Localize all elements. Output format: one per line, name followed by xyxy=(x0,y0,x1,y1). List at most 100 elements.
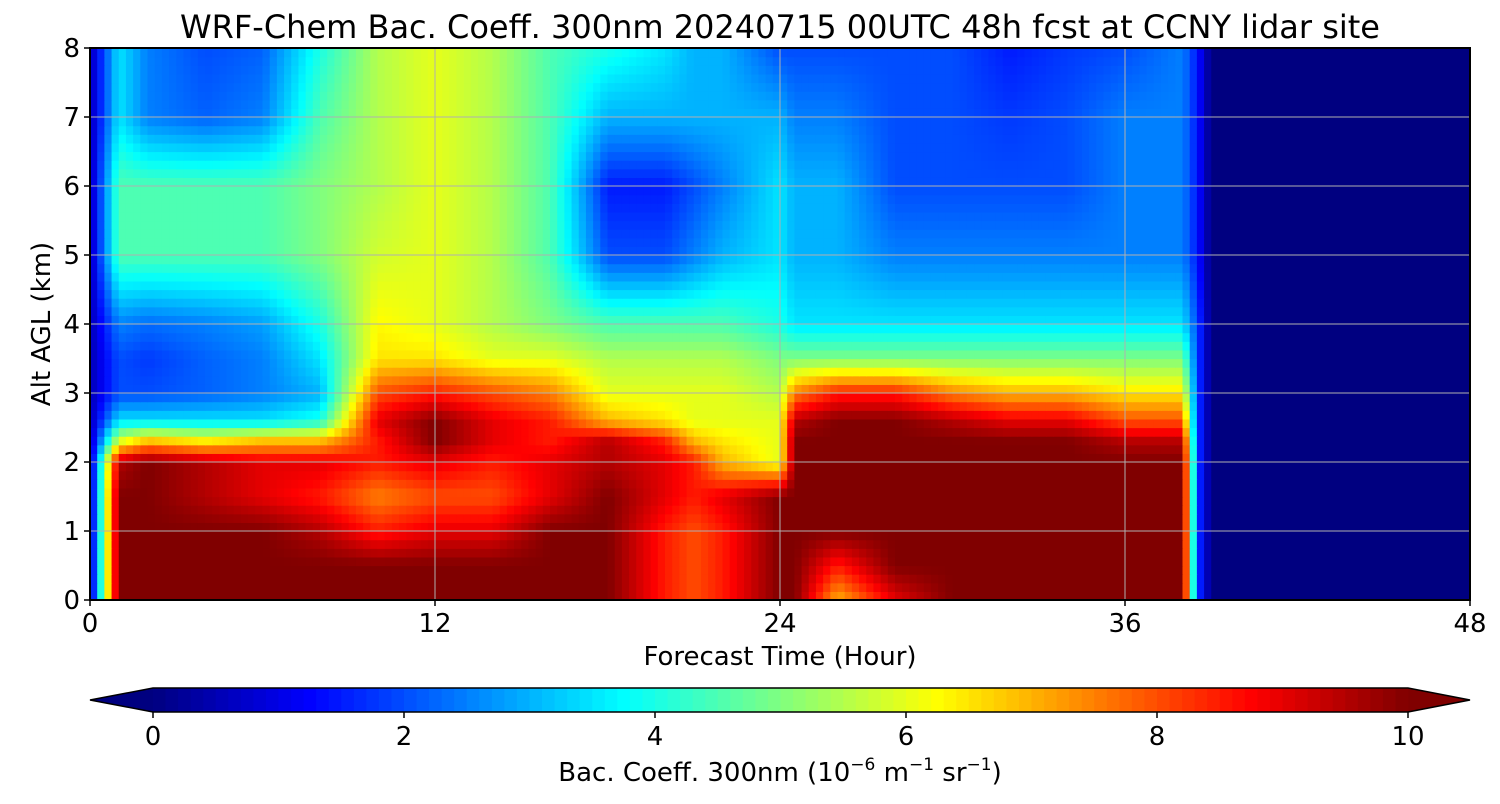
heatmap-cell xyxy=(643,531,652,541)
heatmap-cell xyxy=(995,470,1004,480)
heatmap-cell xyxy=(212,401,220,411)
heatmap-cell xyxy=(593,513,601,523)
heatmap-cell xyxy=(959,513,968,523)
heatmap-cell xyxy=(499,462,508,472)
heatmap-cell xyxy=(844,410,853,420)
heatmap-cell xyxy=(995,539,1004,549)
heatmap-cell xyxy=(815,427,824,437)
heatmap-cell xyxy=(370,582,379,592)
heatmap-cell xyxy=(1110,487,1119,498)
heatmap-cell xyxy=(672,513,680,523)
heatmap-cell xyxy=(1333,539,1342,549)
heatmap-cell xyxy=(930,565,939,575)
heatmap-cell xyxy=(1160,401,1169,411)
heatmap-cell xyxy=(463,444,472,454)
heatmap-cell xyxy=(420,505,429,515)
heatmap-cell xyxy=(1024,401,1033,411)
heatmap-cell xyxy=(1081,462,1090,472)
heatmap-cell xyxy=(463,436,472,446)
heatmap-cell xyxy=(902,444,910,454)
heatmap-cell xyxy=(478,427,486,437)
heatmap-cell xyxy=(1268,470,1277,480)
heatmap-cell xyxy=(1189,444,1198,454)
heatmap-cell xyxy=(1117,539,1126,549)
heatmap-cell xyxy=(1038,496,1047,506)
heatmap-cell xyxy=(391,548,400,558)
heatmap-cell xyxy=(722,505,731,515)
heatmap-cell xyxy=(1060,582,1069,592)
heatmap-cell xyxy=(571,522,580,532)
heatmap-cell xyxy=(205,487,213,498)
heatmap-cell xyxy=(1319,453,1327,463)
heatmap-cell xyxy=(1304,531,1313,541)
heatmap-cell xyxy=(1074,522,1083,532)
heatmap-cell xyxy=(772,565,781,575)
heatmap-cell xyxy=(1096,418,1105,429)
heatmap-cell xyxy=(880,522,889,532)
heatmap-cell xyxy=(169,565,177,575)
heatmap-cell xyxy=(593,487,601,498)
heatmap-cell xyxy=(370,470,379,480)
heatmap-cell xyxy=(377,462,386,472)
heatmap-cell xyxy=(1283,548,1291,558)
heatmap-cell xyxy=(895,522,903,532)
heatmap-cell xyxy=(1434,513,1442,523)
heatmap-cell xyxy=(233,531,242,541)
heatmap-cell xyxy=(1390,470,1399,480)
heatmap-cell xyxy=(1204,470,1212,480)
heatmap-cell xyxy=(758,462,767,472)
heatmap-cell xyxy=(176,496,185,506)
heatmap-cell xyxy=(262,453,271,463)
heatmap-cell xyxy=(974,453,982,463)
heatmap-cell xyxy=(1038,470,1047,480)
heatmap-cell xyxy=(1081,444,1090,454)
heatmap-cell xyxy=(1240,487,1248,498)
heatmap-cell xyxy=(133,393,141,403)
heatmap-cell xyxy=(320,444,328,454)
heatmap-cell xyxy=(1225,470,1234,480)
heatmap-cell xyxy=(1412,444,1421,454)
heatmap-cell xyxy=(176,375,185,385)
heatmap-cell xyxy=(427,436,436,446)
heatmap-cell xyxy=(528,410,537,420)
heatmap-cell xyxy=(255,522,264,532)
heatmap-cell xyxy=(966,418,975,429)
heatmap-cell xyxy=(700,591,709,600)
heatmap-cell xyxy=(672,418,680,429)
heatmap-cell xyxy=(104,401,113,411)
heatmap-cell xyxy=(363,436,371,446)
heatmap-cell xyxy=(1182,505,1191,515)
heatmap-cell xyxy=(1347,487,1356,498)
heatmap-cell xyxy=(492,539,501,549)
heatmap-cell xyxy=(679,591,688,600)
heatmap-cell xyxy=(1434,470,1442,480)
heatmap-cell xyxy=(1426,453,1435,463)
heatmap-cell xyxy=(974,556,982,567)
heatmap-cell xyxy=(291,427,300,437)
heatmap-cell xyxy=(413,453,422,463)
heatmap-cell xyxy=(1089,582,1097,592)
heatmap-cell xyxy=(593,574,601,584)
heatmap-cell xyxy=(327,531,335,541)
heatmap-cell xyxy=(1081,410,1090,420)
heatmap-cell xyxy=(456,436,465,446)
heatmap-cell xyxy=(557,418,565,429)
heatmap-cell xyxy=(161,487,170,498)
heatmap-cell xyxy=(240,401,249,411)
heatmap-cell xyxy=(1340,487,1349,498)
heatmap-cell xyxy=(499,582,508,592)
heatmap-cell xyxy=(844,436,853,446)
heatmap-cell xyxy=(916,470,925,480)
heatmap-cell xyxy=(729,479,738,489)
heatmap-cell xyxy=(607,513,616,523)
heatmap-cell xyxy=(629,444,637,454)
heatmap-cell xyxy=(859,393,867,403)
heatmap-cell xyxy=(765,548,774,558)
heatmap-cell xyxy=(240,487,249,498)
heatmap-cell xyxy=(1441,556,1450,567)
heatmap-cell xyxy=(1240,436,1248,446)
heatmap-cell xyxy=(866,384,875,394)
heatmap-cell xyxy=(1060,556,1069,567)
heatmap-cell xyxy=(887,375,896,385)
heatmap-cell xyxy=(334,462,343,472)
